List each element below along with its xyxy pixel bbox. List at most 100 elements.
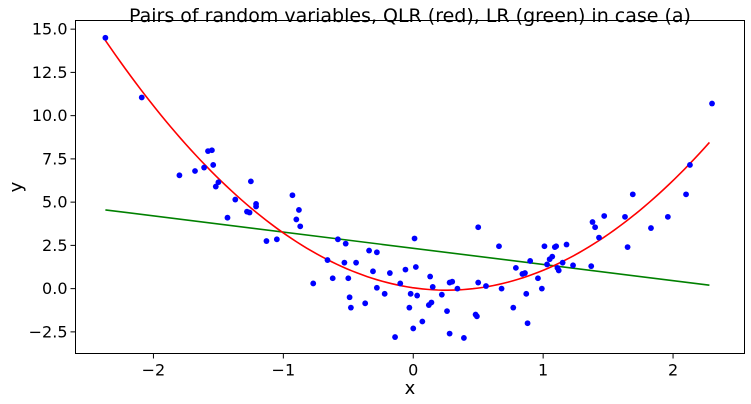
data-point (345, 275, 352, 282)
data-point (397, 280, 404, 287)
data-point (512, 264, 519, 271)
data-point (341, 259, 348, 266)
x-tick-label: 0 (408, 361, 418, 380)
data-point (335, 236, 341, 243)
data-point (201, 164, 208, 171)
y-tick-label: 0.0 (42, 279, 67, 298)
data-point (297, 223, 304, 230)
data-point (176, 172, 183, 179)
data-point (475, 224, 482, 231)
data-point (215, 179, 222, 186)
data-point (412, 264, 419, 270)
data-point (535, 275, 541, 282)
x-tick-label: 1 (538, 361, 548, 380)
x-axis-label: x (405, 378, 416, 399)
data-point (373, 249, 380, 256)
data-point (438, 291, 445, 298)
y-tick-label: 2.5 (42, 236, 67, 255)
data-point (347, 304, 354, 311)
data-point (247, 178, 254, 185)
data-point (709, 100, 715, 107)
data-point (498, 285, 505, 292)
data-point (444, 308, 450, 315)
data-point (428, 299, 435, 306)
x-tick-label: 2 (668, 361, 678, 380)
y-tick-label: 7.5 (42, 149, 67, 168)
data-point (474, 313, 480, 320)
x-axis: −2 −1 0 1 2 (142, 353, 678, 380)
data-point (353, 259, 359, 266)
data-point (373, 284, 380, 291)
data-point (419, 318, 426, 325)
lr-fit-line (105, 209, 710, 286)
data-point (527, 258, 534, 264)
data-point (588, 263, 595, 270)
data-point (402, 266, 409, 273)
data-point (208, 147, 215, 154)
data-point (522, 270, 528, 276)
data-point (212, 183, 219, 190)
y-tick-label: 12.5 (32, 63, 68, 82)
plot-area (102, 34, 715, 341)
data-point (366, 247, 372, 254)
data-point (246, 209, 253, 216)
data-point (624, 244, 631, 251)
data-point (454, 285, 461, 292)
data-point (210, 162, 217, 168)
data-point (538, 285, 545, 292)
data-point (192, 168, 198, 174)
data-point (102, 34, 109, 41)
data-point (524, 320, 531, 327)
data-point (496, 243, 502, 250)
data-point (392, 334, 398, 340)
y-tick-label: −2.5 (29, 322, 68, 341)
data-point (253, 203, 259, 210)
plot-frame (75, 20, 745, 354)
data-point (386, 270, 393, 276)
qlr-fit-curve (104, 39, 711, 291)
data-point (683, 191, 689, 198)
data-point (541, 243, 548, 250)
data-point (427, 273, 434, 280)
data-point (555, 267, 562, 274)
data-point (411, 235, 418, 242)
data-point (648, 225, 654, 231)
data-point (449, 278, 456, 285)
data-point (475, 279, 482, 286)
data-point (263, 238, 270, 244)
x-tick-label: −2 (142, 361, 166, 380)
data-point (293, 216, 300, 223)
data-point (342, 240, 349, 247)
data-point (601, 213, 608, 219)
data-point (362, 300, 369, 307)
data-point (589, 219, 596, 225)
data-point (559, 259, 566, 266)
data-point (329, 275, 336, 282)
data-point (523, 290, 530, 297)
data-point (510, 304, 517, 311)
data-point (310, 280, 317, 287)
data-point (296, 207, 302, 213)
y-tick-label: 5.0 (42, 193, 67, 212)
data-point (410, 325, 417, 332)
data-point (407, 290, 414, 297)
data-point (664, 213, 671, 220)
y-tick-label: 15.0 (32, 20, 68, 39)
data-point (446, 330, 453, 337)
data-point (406, 304, 413, 311)
data-point (138, 94, 145, 101)
data-point (461, 335, 467, 341)
data-point (622, 213, 628, 220)
data-point (414, 292, 421, 299)
y-axis-label: y (6, 181, 27, 192)
data-point (273, 236, 280, 243)
data-point (346, 294, 353, 301)
data-point (324, 257, 331, 263)
data-point (596, 234, 602, 241)
y-tick-label: 10.0 (32, 106, 68, 125)
data-point (553, 243, 560, 250)
y-axis: −2.5 0.0 2.5 5.0 7.5 10.0 12.5 15.0 (29, 20, 76, 341)
data-point (570, 262, 576, 269)
data-point (381, 290, 388, 297)
